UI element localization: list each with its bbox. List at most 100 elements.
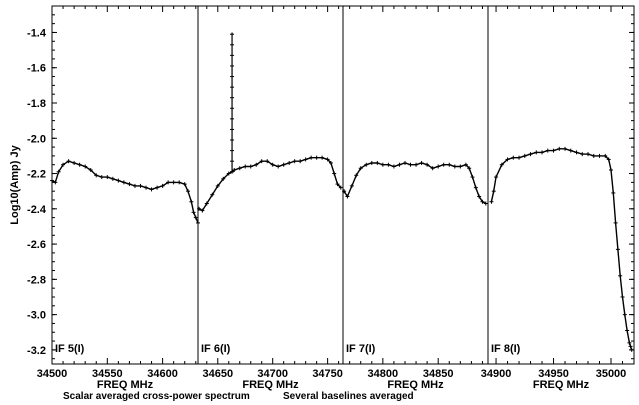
data-point <box>480 199 485 204</box>
data-point <box>483 201 488 206</box>
data-point <box>620 294 625 299</box>
data-point <box>499 162 504 167</box>
x-tick-label: 34500 <box>37 368 68 380</box>
series-line <box>51 160 199 224</box>
data-point <box>408 162 413 167</box>
data-point <box>419 160 424 165</box>
data-point <box>83 164 88 169</box>
data-point <box>545 148 550 153</box>
x-tick-label: 34600 <box>147 368 178 380</box>
x-axis-title: FREQ MHz <box>533 379 590 391</box>
data-point <box>452 164 457 169</box>
data-point <box>50 178 54 183</box>
data-point <box>138 183 143 188</box>
data-point <box>166 180 171 185</box>
data-point <box>61 162 66 167</box>
data-point <box>276 164 281 169</box>
panel-label: IF 6(I) <box>201 343 231 355</box>
data-point <box>144 185 149 190</box>
data-point <box>380 162 385 167</box>
data-point <box>265 159 270 164</box>
data-point <box>458 164 463 169</box>
data-point <box>221 176 226 181</box>
data-point <box>132 183 137 188</box>
data-point <box>563 146 568 151</box>
y-tick-label: -2.8 <box>27 274 46 286</box>
data-point <box>72 160 77 165</box>
x-tick-label: 34550 <box>92 368 123 380</box>
data-series: IF 5(I) IF 6(I) IF 7(I) IF 8(I) <box>50 32 634 355</box>
data-point <box>338 185 343 190</box>
panel-dividers <box>197 6 489 364</box>
data-point <box>270 162 275 167</box>
data-point <box>210 192 215 197</box>
x-axis-title: FREQ MHz <box>97 379 154 391</box>
data-point <box>517 155 522 160</box>
panel-label: IF 7(I) <box>346 343 376 355</box>
data-point <box>342 189 347 194</box>
data-point <box>314 155 319 160</box>
data-point <box>116 178 121 183</box>
series-line <box>198 156 342 212</box>
data-point <box>177 180 182 185</box>
data-point <box>505 157 510 162</box>
data-point <box>189 199 194 204</box>
data-point <box>528 152 533 157</box>
x-tick-label: 34800 <box>368 368 399 380</box>
x-tick-label: 35000 <box>596 368 627 380</box>
data-point <box>402 160 407 165</box>
data-point <box>627 340 632 345</box>
data-point <box>237 166 242 171</box>
data-point <box>191 210 196 215</box>
data-point <box>522 153 527 158</box>
data-point <box>309 155 314 160</box>
data-point <box>292 159 297 164</box>
data-point <box>226 171 231 176</box>
data-point <box>281 162 286 167</box>
data-point <box>473 185 478 190</box>
x-tick-label: 34750 <box>312 368 343 380</box>
data-point <box>197 206 202 211</box>
y-tick-label: -1.8 <box>27 98 46 110</box>
data-point <box>557 146 562 151</box>
data-point <box>358 166 363 171</box>
data-point <box>622 312 627 317</box>
data-point <box>160 183 165 188</box>
data-point <box>414 162 419 167</box>
data-point <box>391 164 396 169</box>
data-point <box>489 199 494 204</box>
x-axis-title: FREQ MHz <box>387 379 444 391</box>
data-point <box>298 159 303 164</box>
data-point <box>354 173 359 178</box>
series-line <box>343 162 487 205</box>
data-point <box>436 164 441 169</box>
data-point <box>369 160 374 165</box>
y-tick-label: -1.4 <box>27 27 47 39</box>
data-point <box>254 162 259 167</box>
data-point <box>491 189 496 194</box>
data-point <box>611 190 616 195</box>
y-tick-label: -2.2 <box>27 169 46 181</box>
data-point <box>99 175 104 180</box>
data-point <box>540 150 545 155</box>
series-line <box>490 148 633 351</box>
y-axis-title: Log10(Amp) Jy <box>9 144 21 224</box>
data-point <box>186 189 191 194</box>
data-point <box>77 162 82 167</box>
x-tick-label: 34650 <box>202 368 233 380</box>
data-point <box>66 159 71 164</box>
panel-label: IF 8(I) <box>491 343 521 355</box>
data-point <box>287 160 292 165</box>
x-tick-label: 34950 <box>538 368 569 380</box>
data-point <box>470 175 475 180</box>
caption-right: Several baselines averaged <box>283 391 414 402</box>
data-point <box>248 164 253 169</box>
data-point <box>328 160 333 165</box>
data-point <box>618 273 623 278</box>
data-point <box>606 157 611 162</box>
data-point <box>349 183 354 188</box>
data-point <box>615 247 620 252</box>
data-point <box>303 157 308 162</box>
data-point <box>591 153 596 158</box>
